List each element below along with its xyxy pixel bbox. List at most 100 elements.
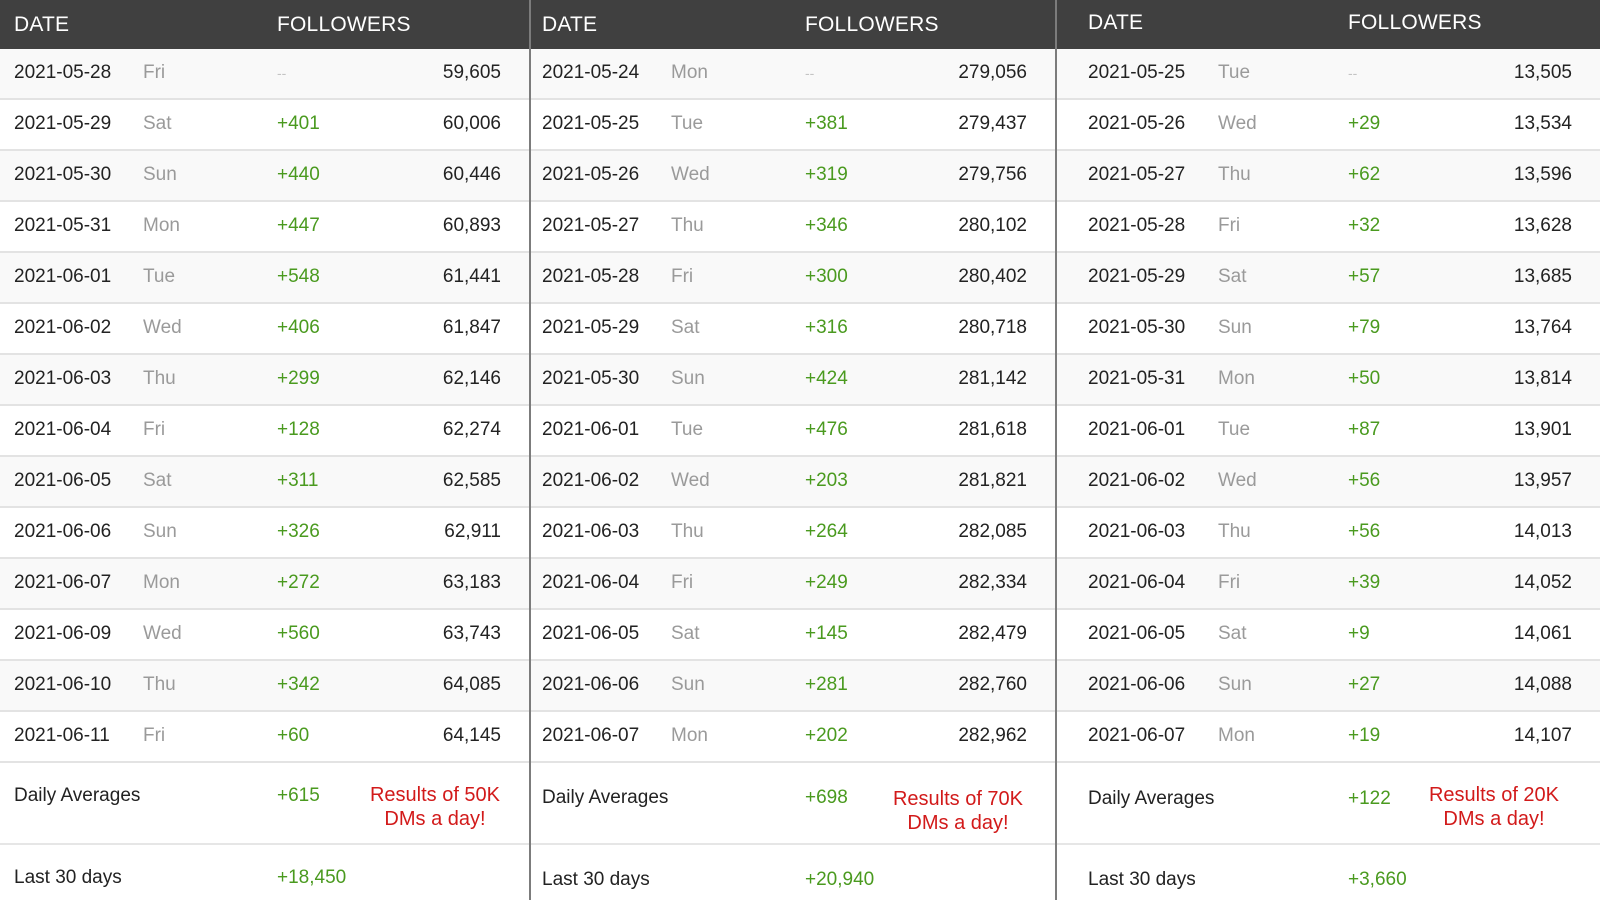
daily-averages-label: Daily Averages [14, 785, 141, 806]
table-row: 2021-06-06 Sun +326 62,911 [0, 508, 529, 559]
row-date: 2021-06-03 [14, 368, 112, 389]
last-30-days-label: Last 30 days [1088, 869, 1196, 890]
table-row: 2021-06-06 Sun +281 282,760 [531, 661, 1055, 712]
row-follower-change: +56 [1348, 521, 1381, 542]
table-row: 2021-05-29 Sat +401 60,006 [0, 100, 529, 151]
date-column-header[interactable]: DATE [14, 13, 70, 36]
row-follower-total: 282,479 [958, 623, 1027, 644]
row-date: 2021-05-29 [14, 113, 112, 134]
row-follower-change: +319 [805, 164, 848, 185]
row-weekday: Sat [143, 113, 172, 134]
row-weekday: Thu [671, 521, 704, 542]
row-weekday: Sun [671, 674, 705, 695]
table-row: 2021-05-30 Sun +424 281,142 [531, 355, 1055, 406]
last-30-days-label: Last 30 days [14, 867, 122, 888]
row-follower-total: 282,962 [958, 725, 1027, 746]
table-row: 2021-05-26 Wed +29 13,534 [1057, 100, 1600, 151]
row-weekday: Mon [671, 62, 708, 83]
row-date: 2021-06-02 [1088, 470, 1186, 491]
row-weekday: Fri [671, 572, 694, 593]
row-follower-total: 281,618 [958, 419, 1027, 440]
row-follower-change: +447 [277, 215, 320, 236]
table-row: 2021-05-31 Mon +50 13,814 [1057, 355, 1600, 406]
daily-averages-value: +698 [805, 787, 848, 808]
row-weekday: Tue [671, 419, 704, 440]
table-row: 2021-06-02 Wed +203 281,821 [531, 457, 1055, 508]
row-date: 2021-06-01 [1088, 419, 1186, 440]
row-date: 2021-06-03 [542, 521, 640, 542]
table-footer: Daily Averages +698 Results of 70K DMs a… [531, 763, 1055, 900]
row-follower-total: 60,893 [442, 215, 501, 236]
daily-averages-row: Daily Averages +698 Results of 70K DMs a… [531, 763, 1055, 845]
last-30-days-value: +3,660 [1348, 869, 1407, 890]
row-follower-total: 62,911 [444, 521, 501, 542]
table-row: 2021-06-05 Sat +9 14,061 [1057, 610, 1600, 661]
row-follower-total: 14,013 [1513, 521, 1572, 542]
row-date: 2021-06-06 [542, 674, 640, 695]
row-follower-change: +342 [277, 674, 320, 695]
table-header: DATE FOLLOWERS [1057, 0, 1600, 49]
table-row: 2021-05-27 Thu +346 280,102 [531, 202, 1055, 253]
row-follower-total: 63,743 [442, 623, 501, 644]
dm-results-note: Results of 20K DMs a day! [1419, 783, 1569, 831]
row-weekday: Sun [1218, 317, 1252, 338]
stats-panel-3: DATE FOLLOWERS 2021-05-25 Tue -- 13,505 2021… [1057, 0, 1600, 900]
row-follower-total: 64,145 [442, 725, 501, 746]
row-weekday: Sat [671, 623, 700, 644]
table-row: 2021-05-31 Mon +447 60,893 [0, 202, 529, 253]
row-follower-change: +346 [805, 215, 848, 236]
row-weekday: Fri [1218, 215, 1241, 236]
row-follower-change: +202 [805, 725, 848, 746]
followers-column-header[interactable]: FOLLOWERS [1348, 11, 1482, 34]
row-weekday: Fri [143, 62, 166, 83]
dm-results-note-line-1: Results of 50K [369, 784, 501, 806]
row-weekday: Mon [671, 725, 708, 746]
row-weekday: Sun [143, 521, 177, 542]
row-weekday: Mon [143, 215, 180, 236]
row-follower-change: +281 [805, 674, 848, 695]
row-date: 2021-06-01 [14, 266, 112, 287]
row-weekday: Wed [671, 470, 710, 491]
row-date: 2021-05-27 [542, 215, 640, 236]
followers-column-header[interactable]: FOLLOWERS [277, 13, 411, 36]
row-follower-change: -- [1348, 65, 1358, 81]
row-date: 2021-05-31 [14, 215, 112, 236]
row-follower-total: 280,402 [958, 266, 1027, 287]
followers-column-header[interactable]: FOLLOWERS [805, 13, 939, 36]
table-row: 2021-05-25 Tue +381 279,437 [531, 100, 1055, 151]
row-follower-total: 280,102 [958, 215, 1027, 236]
row-follower-total: 62,274 [442, 419, 501, 440]
row-date: 2021-06-09 [14, 623, 112, 644]
table-row: 2021-05-24 Mon -- 279,056 [531, 49, 1055, 100]
date-column-header[interactable]: DATE [1088, 11, 1144, 34]
table-row: 2021-06-07 Mon +19 14,107 [1057, 712, 1600, 763]
row-follower-total: 14,107 [1513, 725, 1572, 746]
date-column-header[interactable]: DATE [542, 13, 598, 36]
row-follower-change: +9 [1348, 623, 1370, 644]
table-footer: Daily Averages +122 Results of 20K DMs a… [1057, 763, 1600, 900]
row-weekday: Fri [143, 419, 166, 440]
row-follower-change: +548 [277, 266, 320, 287]
row-date: 2021-05-28 [542, 266, 640, 287]
row-follower-change: +272 [277, 572, 320, 593]
table-row: 2021-06-01 Tue +476 281,618 [531, 406, 1055, 457]
row-date: 2021-05-27 [1088, 164, 1186, 185]
dm-results-note-line-2: DMs a day! [1443, 808, 1545, 830]
row-weekday: Wed [1218, 113, 1257, 134]
row-follower-change: +406 [277, 317, 320, 338]
last-30-days-row: Last 30 days +3,660 [1057, 845, 1600, 900]
row-follower-total: 279,756 [958, 164, 1027, 185]
row-weekday: Mon [143, 572, 180, 593]
row-date: 2021-06-11 [14, 725, 110, 746]
row-follower-change: +62 [1348, 164, 1381, 185]
row-weekday: Sat [1218, 266, 1247, 287]
row-date: 2021-06-02 [542, 470, 640, 491]
table-row: 2021-05-28 Fri +300 280,402 [531, 253, 1055, 304]
daily-averages-label: Daily Averages [1088, 788, 1215, 809]
row-weekday: Wed [143, 317, 182, 338]
row-date: 2021-05-30 [14, 164, 112, 185]
table-row: 2021-05-27 Thu +62 13,596 [1057, 151, 1600, 202]
table-row: 2021-06-01 Tue +548 61,441 [0, 253, 529, 304]
row-follower-change: -- [805, 65, 815, 81]
